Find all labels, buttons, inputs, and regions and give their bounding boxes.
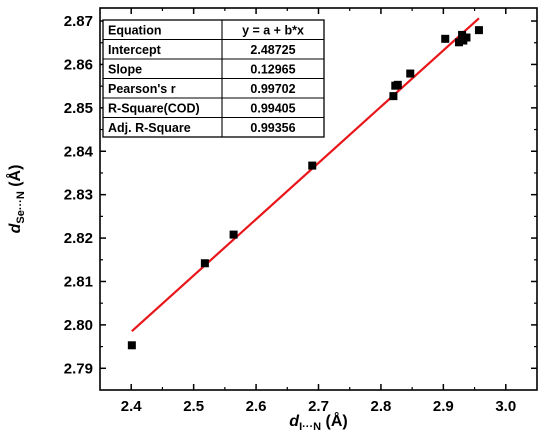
y-tick-label: 2.87 [64, 13, 93, 30]
axes: 2.4 2.5 2.6 2.7 2.8 2.9 3.0 2.79 2.80 2.81 2.82 2.8… [64, 7, 538, 415]
stats-table-value: 0.99702 [250, 82, 295, 96]
data-point [229, 230, 238, 239]
y-tick-label: 2.81 [64, 273, 93, 290]
x-tick-label: 2.6 [246, 398, 267, 415]
y-axis-title: dSe···N (Å) [5, 165, 27, 234]
y-tick-label: 2.79 [64, 360, 93, 377]
stats-table-value: y = a + b*x [242, 24, 304, 38]
y-tick-label: 2.82 [64, 230, 93, 247]
y-axis-title-unit: (Å) [5, 165, 24, 192]
x-tick-label: 2.7 [308, 398, 329, 415]
x-axis-title-unit: (Å) [321, 411, 348, 430]
y-tick-label: 2.86 [64, 56, 93, 73]
stats-table: Equation y = a + b*x Intercept 2.48725 Slope… [102, 19, 325, 138]
stats-table-label: Equation [108, 24, 161, 38]
stats-table-value: 0.99405 [250, 102, 295, 116]
data-point [127, 341, 136, 350]
data-point [389, 92, 398, 101]
x-tick-label: 3.0 [495, 398, 516, 415]
data-point [462, 33, 471, 42]
x-axis-title-main: d [289, 413, 300, 430]
y-axis-title-main: d [7, 222, 24, 233]
fit-line [131, 17, 480, 333]
x-tick-label: 2.5 [183, 398, 204, 415]
data-point [458, 30, 467, 39]
data-point [406, 69, 415, 78]
y-axis-title-sub: Se···N [15, 191, 27, 223]
data-point [474, 26, 483, 35]
x-tick-label: 2.8 [370, 398, 391, 415]
x-axis-title-sub: I···N [299, 421, 321, 433]
data-point [441, 34, 450, 43]
stats-table-value: 0.12965 [250, 63, 295, 77]
stats-table-value: 2.48725 [250, 43, 295, 57]
data-points [127, 26, 483, 350]
axis-titles: dI···N (Å) dSe···N (Å) [5, 165, 348, 433]
y-tick-label: 2.85 [64, 100, 93, 117]
stats-table-label: R-Square(COD) [108, 102, 200, 116]
data-point [308, 161, 317, 170]
data-point [393, 80, 402, 89]
y-tick-label: 2.83 [64, 187, 93, 204]
stats-table-label: Slope [108, 63, 142, 77]
stats-table-label: Pearson's r [108, 82, 176, 96]
fit-line-layer [131, 17, 480, 333]
x-axis-title: dI···N (Å) [289, 411, 347, 433]
data-point [454, 38, 463, 47]
data-point [200, 259, 209, 268]
stats-table-value: 0.99356 [250, 121, 295, 135]
y-tick-label: 2.80 [64, 317, 93, 334]
y-tick-label: 2.84 [64, 143, 94, 160]
stats-table-label: Intercept [108, 43, 162, 57]
stats-table-label: Adj. R-Square [108, 121, 191, 135]
x-tick-label: 2.4 [121, 398, 143, 415]
x-tick-label: 2.9 [433, 398, 454, 415]
